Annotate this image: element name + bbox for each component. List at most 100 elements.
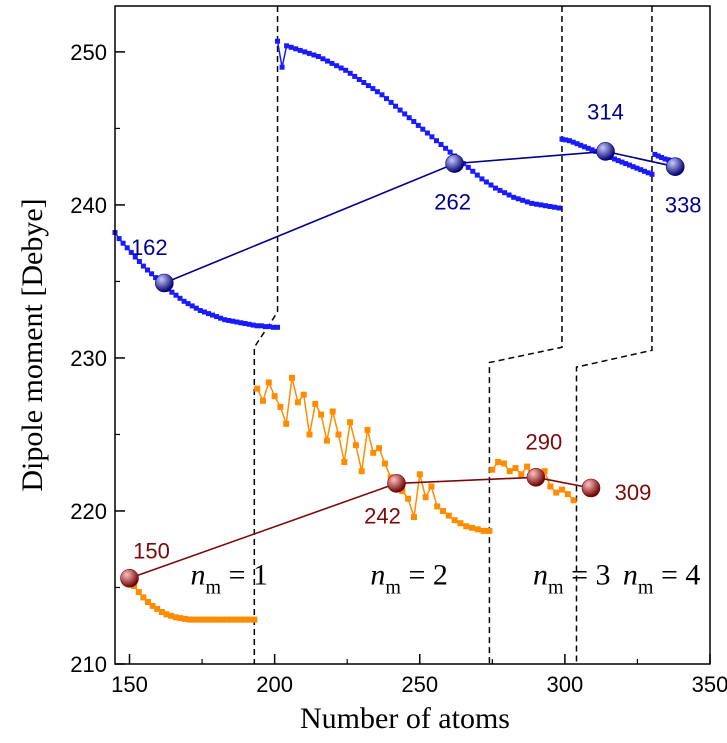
blue-curve-point	[393, 103, 399, 109]
blue-curve-point	[515, 196, 521, 202]
blue-curve-point	[438, 142, 444, 147]
blue-curve-point	[465, 164, 471, 170]
blue-curve-point	[185, 301, 191, 307]
orange-curve-point	[500, 460, 507, 467]
blue-curve-point	[533, 201, 539, 207]
blue-curve-point	[311, 52, 317, 58]
orange-curve-point	[154, 605, 161, 612]
blue-line-sphere-162	[155, 273, 174, 293]
blue-curve-point	[262, 324, 268, 330]
orange-curve-point	[200, 616, 207, 623]
orange-curve-point	[312, 400, 319, 407]
orange-curve-point	[559, 486, 565, 493]
orange-curve-point	[254, 385, 261, 392]
region-label-eq: = 2	[401, 558, 448, 591]
orange-curve-point	[457, 520, 464, 527]
blue-curve-point	[302, 49, 308, 55]
orange-curve-point	[370, 449, 377, 456]
orange-curve-point	[358, 468, 365, 475]
orange-curve-point	[172, 614, 179, 621]
blue-curve-point	[315, 54, 321, 59]
region-label-n: n	[191, 558, 206, 591]
region-label-eq: = 3	[564, 558, 611, 591]
blue-curve-point	[136, 259, 142, 264]
orange-curve-point	[428, 483, 435, 490]
orange-curve-point	[242, 616, 249, 623]
blue-curve-point	[570, 139, 576, 145]
orange-curve-point	[306, 431, 313, 438]
blue-curve-point	[149, 271, 155, 277]
blue-curve-point	[659, 155, 665, 160]
blue-curve-point	[524, 199, 530, 205]
blue-curve-point	[493, 185, 498, 191]
x-tick-label: 150	[111, 672, 148, 697]
x-tick-label: 250	[401, 672, 438, 697]
blue-curve-point	[582, 144, 587, 150]
blue-curve-point	[356, 77, 362, 82]
blue-curve-point	[645, 170, 651, 176]
orange-curve-point	[422, 494, 429, 501]
blue-line-label-162: 162	[131, 235, 168, 260]
blue-curve-point	[266, 324, 272, 330]
blue-curve-point	[370, 86, 376, 92]
orange-curve-point	[237, 616, 244, 623]
orange-curve-point	[553, 489, 560, 496]
blue-curve-point	[559, 136, 565, 142]
blue-curve-point	[214, 314, 220, 320]
blue-curve-point	[567, 138, 572, 144]
blue-curve-point	[589, 147, 595, 153]
orange-curve-point	[376, 445, 383, 452]
blue-curve-point	[424, 130, 430, 136]
blue-curve-point	[169, 289, 175, 295]
orange-curve-point	[474, 526, 481, 533]
orange-curve-point	[547, 483, 554, 490]
red-line-sphere-242	[387, 474, 406, 493]
blue-curve-point	[511, 194, 517, 200]
blue-curve-point	[619, 159, 625, 165]
orange-curve-point	[251, 616, 258, 623]
blue-curve-point	[585, 145, 591, 151]
blue-curve-point	[238, 320, 244, 326]
blue-curve-point	[173, 292, 179, 298]
blue-curve-point	[343, 67, 349, 73]
blue-curve-point	[120, 240, 126, 246]
orange-curve-point	[524, 463, 531, 470]
blue-curve-point	[556, 205, 562, 211]
red-line-label-309: 309	[615, 480, 652, 505]
red-line-label-290: 290	[526, 429, 563, 454]
blue-curve-point	[246, 321, 252, 327]
orange-curve-point	[283, 420, 290, 427]
blue-curve-point	[384, 96, 389, 102]
orange-curve-point	[486, 527, 493, 534]
orange-curve-point	[463, 523, 470, 530]
orange-curve-point	[405, 495, 412, 502]
orange-curve-point	[289, 374, 295, 381]
red-line-sphere-309	[581, 478, 601, 498]
blue-curve-point	[483, 179, 489, 185]
orange-curve-point	[260, 397, 266, 404]
blue-curve-point	[361, 80, 367, 85]
y-tick-label: 240	[70, 193, 107, 218]
blue-curve-point	[470, 168, 476, 174]
orange-curve-point	[335, 431, 342, 438]
orange-curve-point	[145, 599, 151, 605]
orange-curve-point	[518, 471, 525, 478]
blue-curve-point	[474, 172, 480, 178]
blue-curve-point	[279, 64, 285, 70]
blue-curve-point	[578, 142, 584, 148]
blue-line-connector	[163, 150, 676, 284]
region-label-eq: = 1	[221, 558, 268, 591]
blue-curve-point	[116, 236, 122, 242]
orange-curve-point	[411, 514, 417, 521]
blue-line-sphere-262	[445, 154, 464, 173]
orange-curve-point	[381, 460, 388, 467]
blue-curve-point	[665, 157, 671, 163]
orange-curve-point	[219, 616, 225, 623]
y-tick-label: 230	[70, 346, 107, 371]
blue-curve-point	[379, 92, 385, 98]
red-line-sphere-150	[120, 568, 139, 588]
blue-line-label-262: 262	[434, 190, 471, 215]
blue-curve-point	[124, 245, 130, 251]
dashed-boundary-1	[253, 6, 279, 664]
